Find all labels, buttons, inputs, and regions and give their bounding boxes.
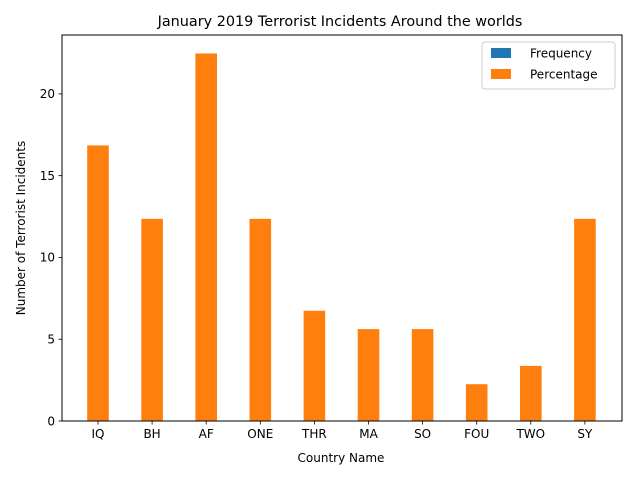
bar-percentage-fou — [465, 384, 488, 421]
x-tick-label-two: TWO — [515, 427, 545, 441]
x-tick-label-so: SO — [414, 427, 431, 441]
chart-title: January 2019 Terrorist Incidents Around … — [157, 14, 523, 30]
y-tick-label-10: 10 — [40, 251, 55, 265]
x-tick-label-one: ONE — [247, 427, 273, 441]
x-axis-label: Country Name — [298, 451, 385, 465]
y-axis-ticks: 0 5 10 15 20 — [40, 87, 62, 428]
legend-label-percentage: Percentage — [530, 68, 598, 82]
legend: Frequency Percentage — [481, 41, 616, 90]
bar-percentage-thr — [303, 310, 326, 421]
bar-percentage-so — [411, 329, 434, 421]
bar-percentage-two — [520, 365, 542, 421]
bar-percentage-bh — [141, 218, 163, 421]
y-tick-label-15: 15 — [40, 169, 55, 183]
x-axis-ticks: IQ BH AF ONE THR MA SO FOU TWO SY — [92, 421, 593, 441]
x-tick-label-thr: THR — [301, 427, 327, 441]
y-tick-label-20: 20 — [40, 87, 55, 101]
x-tick-label-af: AF — [199, 427, 214, 441]
bar-percentage-af — [195, 53, 217, 421]
legend-swatch-percentage — [491, 69, 511, 79]
y-axis-label: Number of Terrorist Incidents — [14, 141, 28, 316]
x-tick-label-iq: IQ — [92, 427, 105, 441]
bars-group — [87, 53, 596, 421]
bar-percentage-iq — [87, 145, 109, 421]
legend-swatch-frequency — [491, 48, 511, 58]
y-tick-label-0: 0 — [47, 414, 55, 428]
plot-frame — [61, 34, 623, 422]
x-tick-label-fou: FOU — [464, 427, 489, 441]
bar-percentage-one — [249, 218, 272, 421]
x-tick-label-ma: MA — [359, 427, 378, 441]
y-tick-label-5: 5 — [47, 333, 55, 347]
x-tick-label-sy: SY — [577, 427, 593, 441]
legend-label-frequency: Frequency — [530, 47, 592, 61]
bar-percentage-sy — [574, 218, 596, 421]
legend-box — [481, 41, 616, 90]
bar-percentage-ma — [357, 329, 380, 421]
x-tick-label-bh: BH — [143, 427, 160, 441]
